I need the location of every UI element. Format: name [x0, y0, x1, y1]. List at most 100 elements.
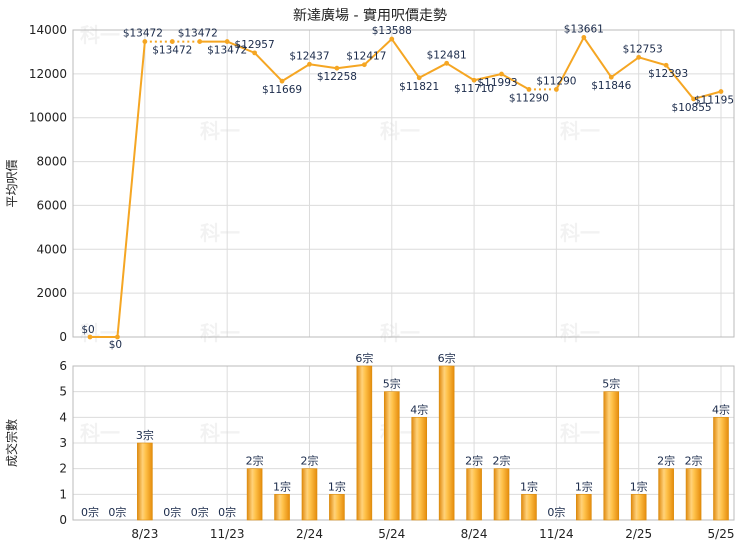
price-y-axis-label: 平均呎價 [5, 159, 19, 207]
price-line-segment [309, 63, 338, 70]
price-data-label: $12957 [235, 39, 275, 51]
price-tick-label: 6000 [36, 198, 67, 212]
volume-bar [383, 391, 400, 521]
price-data-label: $13588 [372, 25, 412, 37]
price-tick-label: 14000 [29, 23, 67, 37]
volume-bar [246, 468, 263, 521]
price-data-label: $12417 [346, 51, 386, 63]
price-line-segment [446, 62, 475, 82]
volume-bar [493, 468, 510, 521]
price-line-segment [253, 52, 283, 82]
price-point [581, 35, 587, 40]
volume-bar [137, 442, 153, 521]
volume-data-label: 2宗 [465, 454, 483, 468]
volume-bar [603, 391, 620, 521]
volume-panel: 0 1 2 3 4 5 6 8/23 11/23 2/24 5/24 8/24 11/24 2/25 5/2… [4, 351, 735, 541]
price-data-label: $11846 [591, 80, 631, 92]
x-tick-label: 8/23 [131, 527, 158, 541]
price-line-segment [473, 73, 502, 82]
price-data-label: $10855 [672, 102, 712, 114]
price-point [691, 96, 696, 102]
watermark: 科一 [380, 321, 420, 345]
volume-tick-label: 6 [59, 359, 67, 373]
volume-bar [466, 468, 482, 521]
volume-bar [685, 468, 702, 521]
volume-bar [411, 417, 428, 521]
price-data-label: $12437 [289, 50, 329, 62]
watermark: 科一 [560, 119, 600, 143]
price-data-label: $12393 [648, 68, 688, 80]
price-point [553, 87, 559, 92]
volume-data-label: 0宗 [108, 505, 126, 519]
price-frame [72, 29, 735, 338]
volume-data-label: 0宗 [163, 505, 181, 519]
volume-y-axis-label: 成交宗數 [4, 419, 19, 467]
volume-data-label: 5宗 [383, 377, 401, 391]
price-line-segment [116, 41, 146, 338]
price-data-label: $12753 [623, 43, 663, 55]
volume-tick-label: 0 [59, 513, 67, 527]
volume-data-label: 2宗 [685, 454, 703, 468]
volume-tick-label: 5 [59, 385, 67, 399]
volume-data-label: 2宗 [493, 454, 511, 468]
volume-bar [713, 417, 729, 521]
price-data-label: $13472 [152, 45, 192, 57]
volume-data-label: 0宗 [191, 505, 209, 519]
watermark: 科一 [200, 119, 240, 143]
price-point [663, 62, 669, 68]
price-point [87, 334, 93, 340]
price-point [444, 60, 450, 66]
volume-data-label: 3宗 [136, 428, 154, 442]
price-point [169, 39, 175, 44]
price-point [471, 77, 477, 83]
volume-bar [356, 365, 373, 521]
price-data-label: $0 [81, 324, 94, 336]
volume-data-label: 1宗 [520, 479, 538, 493]
price-data-label: $13472 [178, 28, 218, 40]
price-panel: 0 2000 4000 6000 8000 10000 12000 14000 平均呎價 $0 $0… [5, 23, 735, 351]
volume-bar [630, 494, 647, 521]
volume-data-label: 0宗 [218, 505, 236, 519]
price-line-segment [501, 73, 530, 91]
price-point [718, 89, 724, 94]
price-line-segment [390, 38, 421, 79]
volume-data-label: 5宗 [602, 377, 620, 391]
volume-data-label: 0宗 [547, 505, 565, 519]
watermark: 科一 [80, 23, 120, 47]
price-data-label: $13661 [564, 23, 604, 35]
price-point [526, 87, 532, 92]
price-point [389, 36, 395, 42]
price-tick-label: 10000 [29, 111, 67, 125]
volume-data-label: 1宗 [328, 479, 346, 493]
volume-tick-label: 1 [59, 487, 67, 501]
x-tick-label: 5/24 [378, 527, 405, 541]
watermark: 科一 [80, 421, 120, 445]
price-line-segment [226, 40, 255, 54]
watermark: 科一 [200, 421, 240, 445]
price-tick-label: 8000 [36, 155, 67, 169]
x-tick-label: 8/24 [461, 527, 488, 541]
price-point [197, 39, 203, 44]
price-data-label: $12258 [317, 71, 357, 83]
watermark: 科一 [200, 221, 240, 245]
price-point [499, 71, 504, 77]
price-data-label: $12481 [427, 49, 467, 61]
x-tick-label: 11/23 [210, 527, 245, 541]
watermark: 科一 [380, 119, 420, 143]
price-point [307, 61, 312, 67]
price-tick-label: 0 [59, 330, 67, 344]
price-tick-label: 4000 [36, 242, 67, 256]
volume-data-label: 4宗 [712, 402, 730, 416]
price-point [224, 39, 230, 44]
watermark: 科一 [560, 221, 600, 245]
x-tick-label: 5/25 [708, 527, 735, 541]
x-tick-label: 2/24 [296, 527, 323, 541]
x-tick-label: 11/24 [539, 527, 574, 541]
volume-bar [576, 494, 592, 521]
volume-data-label: 6宗 [355, 351, 373, 365]
watermark: 科一 [560, 421, 600, 445]
price-line-segment [336, 63, 365, 70]
volume-data-label: 1宗 [273, 479, 291, 493]
price-point [636, 54, 642, 60]
